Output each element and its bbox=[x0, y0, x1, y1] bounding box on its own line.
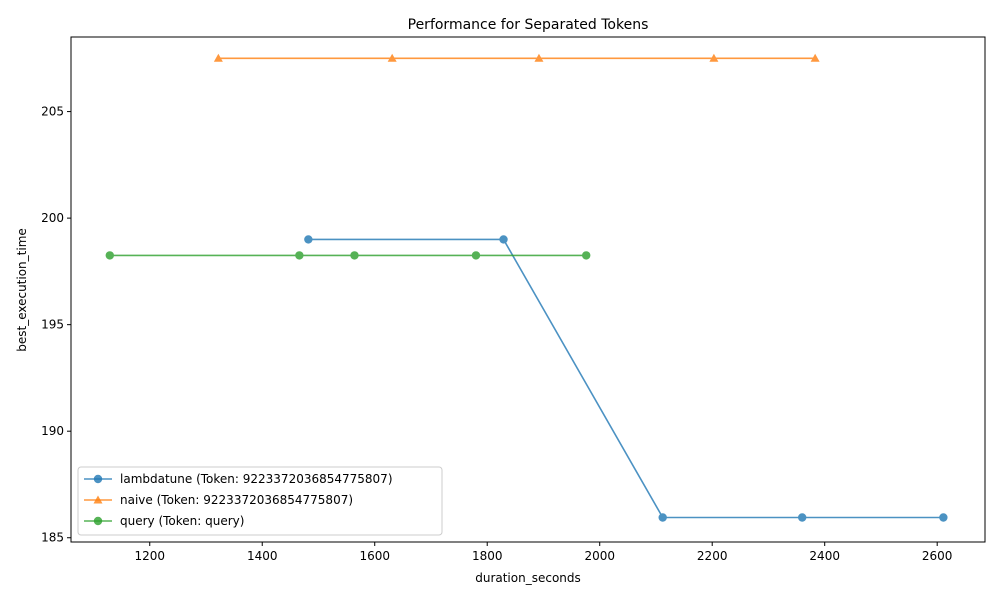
x-tick-label: 2000 bbox=[584, 549, 615, 563]
series-0 bbox=[304, 235, 948, 522]
legend-label: naive (Token: 9223372036854775807) bbox=[120, 493, 353, 507]
data-point bbox=[709, 53, 719, 62]
data-point bbox=[499, 235, 508, 244]
legend-item: naive (Token: 9223372036854775807) bbox=[84, 493, 353, 507]
x-tick-label: 1600 bbox=[359, 549, 390, 563]
x-tick-label: 2400 bbox=[809, 549, 840, 563]
legend-marker bbox=[93, 516, 103, 526]
data-point bbox=[295, 251, 304, 260]
series-1 bbox=[213, 53, 820, 62]
x-axis: 1200 1400 1600 1800 2000 2200 2400 2600 bbox=[134, 542, 952, 563]
y-tick-label: 185 bbox=[41, 531, 64, 545]
x-axis-label: duration_seconds bbox=[475, 571, 581, 585]
data-point bbox=[350, 251, 359, 260]
data-point bbox=[471, 251, 481, 260]
legend-box bbox=[77, 466, 443, 536]
y-tick-label: 200 bbox=[41, 211, 64, 225]
plot-area bbox=[105, 53, 948, 522]
y-tick-label: 195 bbox=[41, 318, 64, 332]
data-point bbox=[304, 235, 313, 244]
y-axis-label: best_execution_time bbox=[15, 228, 29, 352]
legend-marker bbox=[93, 474, 103, 484]
series-2 bbox=[105, 251, 591, 260]
legend: lambdatune (Token: 9223372036854775807) n… bbox=[77, 466, 443, 536]
y-tick-label: 190 bbox=[41, 424, 64, 438]
legend-label: lambdatune (Token: 9223372036854775807) bbox=[120, 472, 393, 486]
data-point bbox=[939, 513, 948, 522]
x-tick-label: 2600 bbox=[922, 549, 953, 563]
x-tick-label: 1800 bbox=[472, 549, 503, 563]
y-axis: 185 190 195 200 205 bbox=[41, 105, 71, 545]
legend-label: query (Token: query) bbox=[120, 514, 244, 528]
data-point bbox=[105, 251, 115, 260]
data-point bbox=[534, 53, 544, 62]
y-tick-label: 205 bbox=[41, 105, 64, 119]
data-point bbox=[810, 53, 820, 62]
data-point bbox=[387, 53, 397, 62]
legend-marker bbox=[93, 495, 103, 504]
data-point bbox=[582, 251, 591, 260]
x-tick-label: 1200 bbox=[134, 549, 165, 563]
data-point bbox=[798, 513, 807, 522]
chart-title: Performance for Separated Tokens bbox=[408, 17, 649, 33]
legend-item: lambdatune (Token: 9223372036854775807) bbox=[84, 472, 393, 486]
legend-item: query (Token: query) bbox=[84, 514, 244, 528]
plot-frame bbox=[70, 36, 986, 543]
x-tick-label: 2200 bbox=[697, 549, 728, 563]
data-point bbox=[658, 513, 667, 522]
data-point bbox=[213, 53, 223, 62]
x-tick-label: 1400 bbox=[247, 549, 278, 563]
